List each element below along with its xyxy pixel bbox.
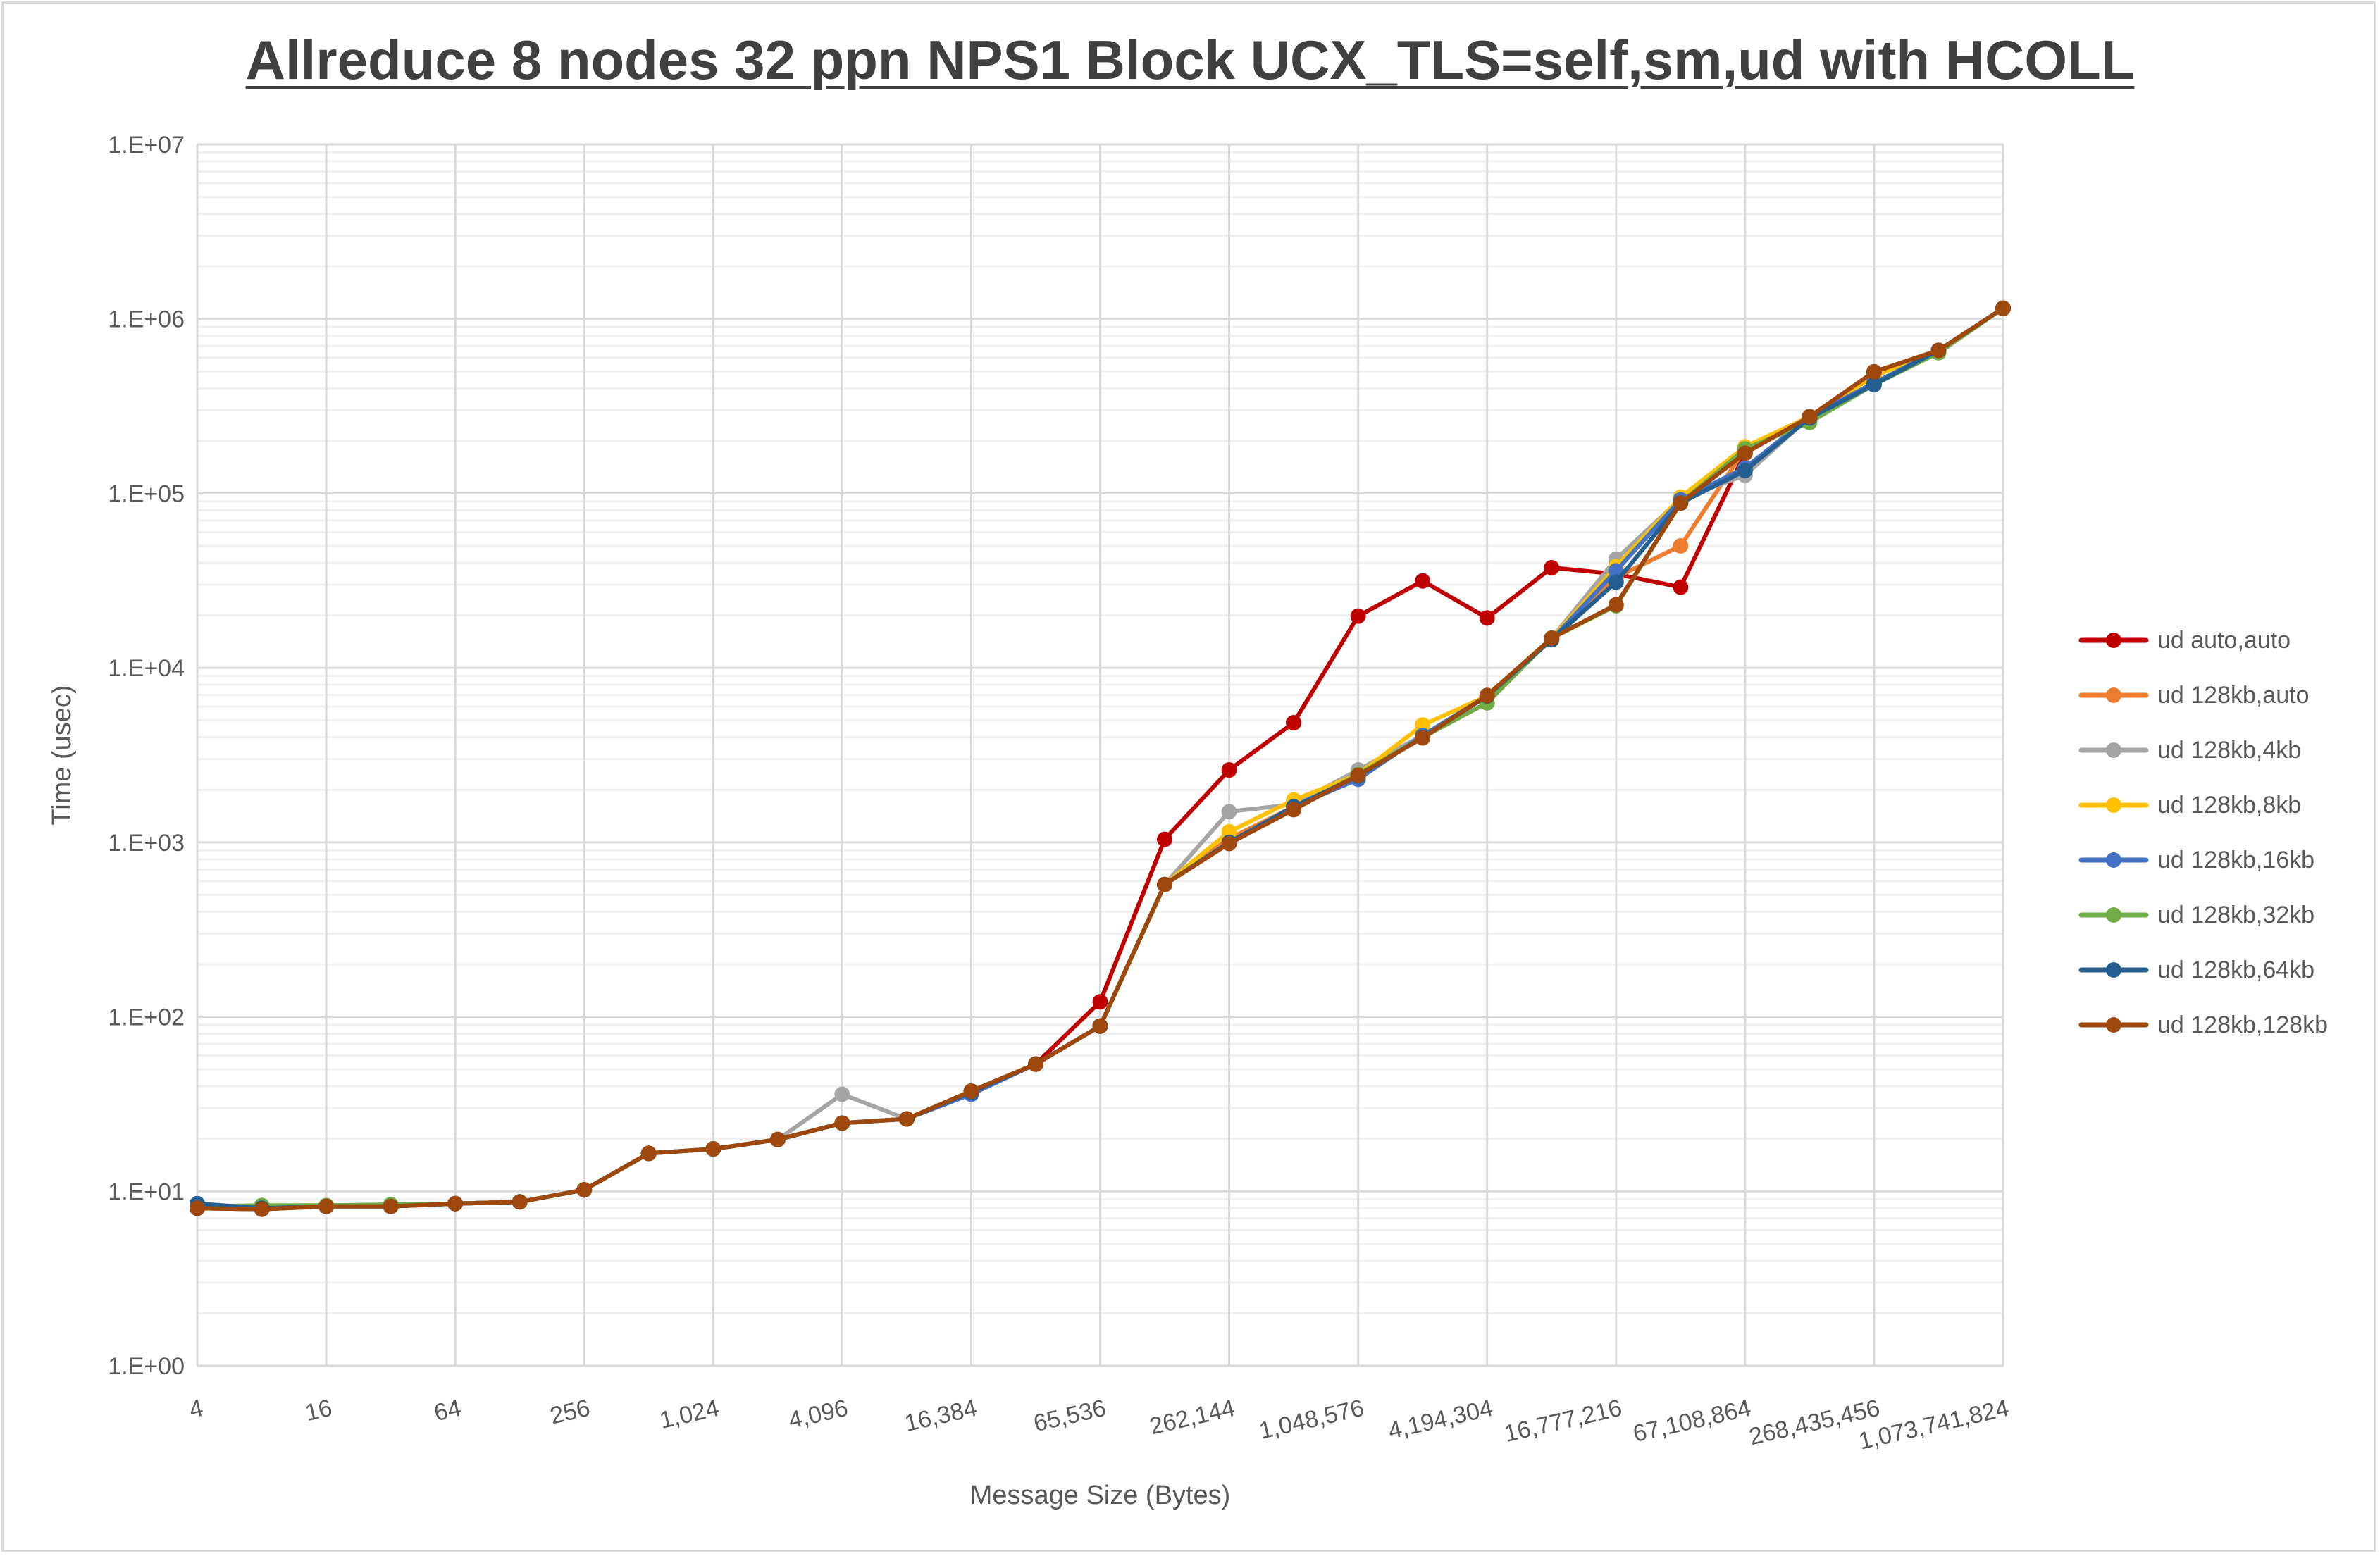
data-point: [1608, 597, 1624, 613]
data-point: [1221, 823, 1237, 840]
x-tick-label: 16,777,216: [1501, 1395, 1624, 1448]
data-point: [1673, 579, 1689, 595]
legend-label: ud 128kb,8kb: [2157, 791, 2302, 819]
data-point: [1479, 610, 1495, 626]
y-tick-label: 1.E+06: [108, 306, 185, 333]
data-point: [1286, 802, 1302, 818]
data-point: [1544, 559, 1560, 575]
legend-label: ud 128kb,64kb: [2157, 956, 2315, 983]
data-point: [1221, 804, 1237, 820]
data-point: [1157, 876, 1173, 892]
data-point: [1157, 831, 1173, 847]
data-point: [898, 1111, 915, 1127]
data-point: [254, 1201, 270, 1217]
legend-label: ud 128kb,16kb: [2157, 846, 2315, 873]
data-point: [1930, 342, 1947, 359]
legend-label: ud 128kb,4kb: [2157, 736, 2302, 764]
x-tick-label: 1,048,576: [1257, 1395, 1367, 1445]
data-point: [1027, 1056, 1043, 1072]
data-point: [705, 1141, 721, 1157]
data-point: [1092, 994, 1108, 1010]
y-tick-label: 1.E+07: [108, 132, 185, 158]
x-tick-label: 262,144: [1147, 1395, 1237, 1440]
legend: ud auto,auto ud 128kb,auto ud 128kb,4kb ud …: [2078, 613, 2328, 1052]
x-tick-label: 256: [547, 1395, 593, 1430]
y-tick-label: 1.E+04: [108, 655, 185, 682]
data-point: [318, 1198, 335, 1214]
legend-marker: [2078, 797, 2149, 813]
data-point: [1350, 767, 1366, 783]
data-point: [1221, 835, 1237, 852]
data-point: [1286, 714, 1302, 730]
legend-item: ud 128kb,auto: [2078, 668, 2328, 723]
y-axis-label: Time (usec): [47, 685, 77, 825]
legend-item: ud 128kb,128kb: [2078, 997, 2328, 1052]
legend-label: ud 128kb,32kb: [2157, 901, 2315, 928]
x-tick-label: 16,384: [902, 1395, 979, 1437]
data-point: [1802, 409, 1818, 425]
data-point: [512, 1194, 528, 1210]
legend-item: ud 128kb,64kb: [2078, 942, 2328, 997]
legend-marker: [2078, 907, 2149, 923]
data-point: [447, 1195, 464, 1212]
x-tick-label: 65,536: [1031, 1395, 1108, 1437]
data-point: [1737, 445, 1753, 461]
x-tick-label: 67,108,864: [1630, 1395, 1753, 1448]
legend-label: ud 128kb,128kb: [2157, 1011, 2328, 1038]
x-tick-label: 1,073,741,824: [1856, 1395, 2011, 1455]
data-point: [1866, 377, 1882, 393]
legend-label: ud 128kb,auto: [2157, 681, 2310, 709]
chart-title: Allreduce 8 nodes 32 ppn NPS1 Block UCX_…: [245, 29, 2135, 91]
y-tick-label: 1.E+03: [108, 830, 185, 857]
data-point: [1415, 730, 1431, 746]
legend-item: ud 128kb,4kb: [2078, 723, 2328, 778]
legend-label: ud auto,auto: [2157, 626, 2291, 654]
data-point: [1673, 495, 1689, 511]
legend-item: ud 128kb,16kb: [2078, 833, 2328, 888]
x-tick-label: 16: [302, 1395, 334, 1427]
data-point: [190, 1200, 205, 1216]
data-point: [1415, 573, 1431, 589]
data-point: [963, 1083, 979, 1100]
data-point: [769, 1131, 786, 1147]
data-point: [1866, 363, 1882, 380]
y-tick-label: 1.E+00: [108, 1353, 185, 1380]
legend-marker: [2078, 687, 2149, 703]
data-point: [834, 1115, 850, 1131]
data-point: [1673, 537, 1689, 554]
data-point: [1544, 630, 1560, 646]
x-axis-label: Message Size (Bytes): [970, 1481, 1231, 1510]
x-tick-label: 4: [187, 1395, 206, 1424]
legend-item: ud auto,auto: [2078, 613, 2328, 668]
data-point: [1092, 1018, 1108, 1034]
legend-marker: [2078, 1017, 2149, 1033]
x-tick-label: 1,024: [657, 1395, 721, 1434]
y-tick-label: 1.E+05: [108, 480, 185, 507]
legend-item: ud 128kb,8kb: [2078, 778, 2328, 833]
y-tick-label: 1.E+01: [108, 1178, 185, 1205]
data-point: [640, 1145, 657, 1162]
x-tick-label: 64: [432, 1395, 464, 1427]
legend-marker: [2078, 742, 2149, 758]
legend-item: ud 128kb,32kb: [2078, 888, 2328, 942]
legend-marker: [2078, 852, 2149, 868]
x-tick-label: 4,096: [786, 1395, 850, 1434]
data-point: [1350, 608, 1366, 624]
y-tick-label: 1.E+02: [108, 1004, 185, 1031]
data-point: [1737, 463, 1753, 479]
data-point: [1479, 687, 1495, 704]
data-point: [383, 1198, 399, 1214]
data-point: [576, 1182, 593, 1198]
legend-marker: [2078, 962, 2149, 978]
x-tick-label: 4,194,304: [1386, 1395, 1496, 1445]
legend-marker: [2078, 633, 2149, 648]
data-point: [1608, 574, 1624, 590]
data-point: [1221, 762, 1237, 778]
data-point: [834, 1086, 850, 1102]
data-point: [1995, 300, 2011, 316]
